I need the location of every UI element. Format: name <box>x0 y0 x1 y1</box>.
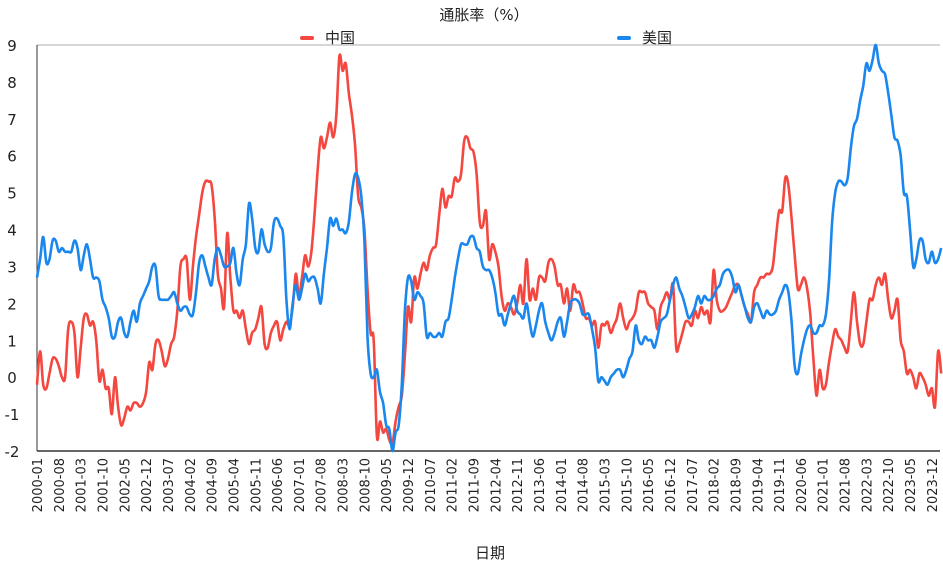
x-tick-label: 2012-04 <box>489 458 504 512</box>
x-tick-label: 2005-04 <box>227 458 242 512</box>
legend-item-usa[interactable]: 美国 <box>617 29 672 47</box>
y-tick-label: 8 <box>7 74 17 92</box>
y-tick-label: 4 <box>7 222 17 240</box>
legend-swatch-china <box>300 36 314 40</box>
series-line-usa <box>35 43 943 453</box>
x-tick-label: 2016-05 <box>642 458 657 512</box>
y-tick-label: 2 <box>7 295 17 313</box>
x-tick-label: 2014-01 <box>555 458 570 512</box>
x-tick-label: 2007-08 <box>315 458 330 512</box>
x-tick-label: 2023-05 <box>904 458 919 512</box>
legend-item-china[interactable]: 中国 <box>300 29 355 47</box>
x-tick-label: 2000-01 <box>31 458 46 512</box>
x-tick-label: 2002-05 <box>118 458 133 512</box>
x-tick-label: 2012-11 <box>511 458 526 512</box>
chart-title: 通胀率（%） <box>439 6 528 24</box>
x-tick-label: 2005-11 <box>249 458 264 512</box>
x-tick-label: 2006-06 <box>271 458 286 512</box>
x-tick-label: 2011-09 <box>468 458 483 512</box>
x-tick-label: 2004-09 <box>206 458 221 512</box>
x-tick-label: 2022-10 <box>882 458 897 512</box>
x-tick-label: 2011-02 <box>446 458 461 512</box>
x-tick-label: 2008-03 <box>337 458 352 512</box>
legend-label-china: 中国 <box>325 29 355 47</box>
x-tick-label: 2000-08 <box>53 458 68 512</box>
y-axis-ticks: -2 -1 0 1 2 3 4 5 6 7 8 9 <box>5 37 20 461</box>
y-tick-label: 3 <box>7 258 17 276</box>
x-tick-label: 2015-03 <box>598 458 613 512</box>
y-tick-label: 6 <box>7 148 17 166</box>
x-axis-ticks: 2000-01 2000-08 2001-03 2001-10 2002-05 2002-… <box>31 458 941 512</box>
x-axis-label: 日期 <box>475 544 505 562</box>
x-tick-label: 2013-06 <box>533 458 548 512</box>
x-tick-label: 2015-10 <box>620 458 635 512</box>
x-tick-label: 2009-12 <box>402 458 417 512</box>
legend: 中国 美国 <box>300 29 672 47</box>
x-tick-label: 2018-09 <box>729 458 744 512</box>
y-tick-label: 1 <box>7 332 17 350</box>
x-tick-label: 2016-12 <box>664 458 679 512</box>
x-tick-label: 2019-11 <box>773 458 788 512</box>
x-tick-label: 2001-03 <box>75 458 90 512</box>
x-tick-label: 2023-12 <box>926 458 941 512</box>
legend-swatch-usa <box>617 36 631 40</box>
x-tick-label: 2003-07 <box>162 458 177 512</box>
x-tick-label: 2001-10 <box>96 458 111 512</box>
y-tick-label: -2 <box>5 443 20 461</box>
x-tick-label: 2019-04 <box>751 458 766 512</box>
x-tick-label: 2017-07 <box>686 458 701 512</box>
x-tick-label: 2007-01 <box>293 458 308 512</box>
x-tick-label: 2021-08 <box>839 458 854 512</box>
x-tick-label: 2014-08 <box>577 458 592 512</box>
x-tick-label: 2008-10 <box>358 458 373 512</box>
x-tick-label: 2004-02 <box>184 458 199 512</box>
y-tick-label: -1 <box>5 406 20 424</box>
x-tick-label: 2021-01 <box>817 458 832 512</box>
x-tick-label: 2010-07 <box>424 458 439 512</box>
x-tick-label: 2002-12 <box>140 458 155 512</box>
x-tick-label: 2022-03 <box>860 458 875 512</box>
y-tick-label: 5 <box>7 185 17 203</box>
legend-label-usa: 美国 <box>642 29 672 47</box>
x-tick-label: 2020-06 <box>795 458 810 512</box>
x-tick-label: 2018-02 <box>708 458 723 512</box>
series-lines <box>35 43 943 453</box>
y-tick-label: 9 <box>7 37 17 55</box>
series-line-china <box>35 53 943 446</box>
y-tick-label: 0 <box>7 369 17 387</box>
x-tick-label: 2009-05 <box>380 458 395 512</box>
y-tick-label: 7 <box>7 111 17 129</box>
